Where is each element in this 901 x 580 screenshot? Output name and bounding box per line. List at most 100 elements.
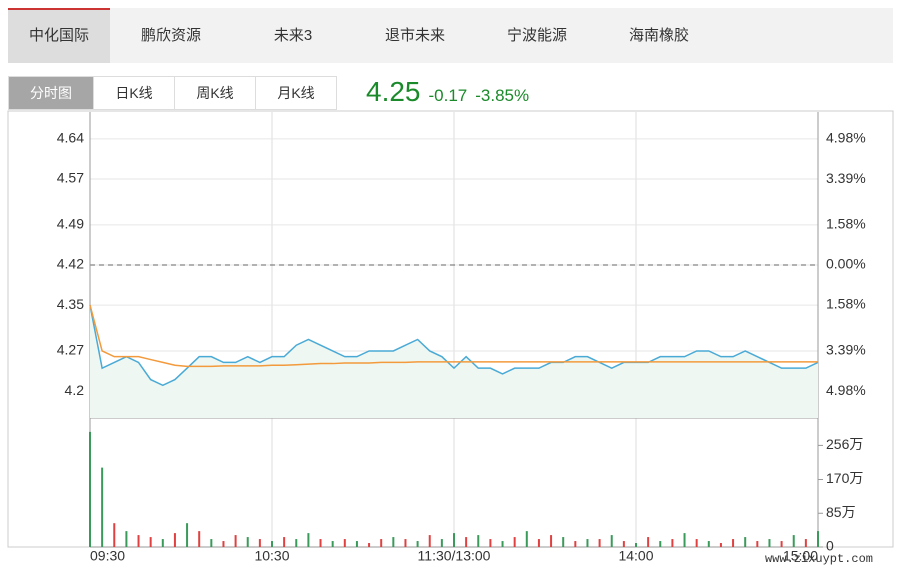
volume-bar (598, 539, 601, 547)
chart-tab[interactable]: 分时图 (8, 76, 94, 110)
volume-bar (307, 533, 310, 547)
volume-bar (804, 539, 807, 547)
volume-bar (343, 539, 346, 547)
volume-bar (610, 535, 613, 547)
volume-bar (149, 537, 152, 547)
y-tick-label: 4.35 (57, 296, 84, 312)
volume-bar (707, 541, 710, 547)
volume-bar (295, 539, 298, 547)
volume-tick-label: 256万 (826, 436, 863, 452)
volume-bar (647, 537, 650, 547)
volume-bar (101, 467, 104, 547)
volume-bar (137, 535, 140, 547)
volume-bar (513, 537, 516, 547)
volume-bar (271, 541, 273, 547)
volume-bar (768, 539, 771, 547)
stock-tab[interactable]: 未来3 (273, 27, 313, 44)
y2-tick-label: 0.00% (826, 256, 866, 272)
volume-bar (501, 541, 504, 547)
volume-bar (817, 531, 819, 547)
percent: -3.85% (475, 86, 530, 105)
stock-tabs: 中化国际 鹏欣资源 未来3 退市未来 宁波能源 海南橡胶 (8, 8, 893, 63)
y-tick-label: 4.57 (57, 170, 84, 186)
volume-bar (234, 535, 237, 547)
volume-bar (537, 539, 540, 547)
volume-bar (489, 539, 492, 547)
change: -0.17 (428, 86, 468, 105)
volume-bar (331, 541, 334, 547)
y2-tick-label: 1.58% (826, 216, 866, 232)
volume-tick-label: 170万 (826, 470, 863, 486)
volume-bar (246, 537, 249, 547)
y-tick-label: 4.27 (57, 342, 84, 358)
volume-bar (198, 531, 201, 547)
volume-bar (380, 539, 383, 547)
volume-bar (428, 535, 431, 547)
volume-bar (416, 541, 419, 547)
chart-tab[interactable]: 月K线 (255, 76, 337, 110)
price-line (89, 304, 819, 387)
y-tick-label: 4.49 (57, 216, 84, 232)
volume-bar (562, 537, 565, 547)
volume-bar (392, 537, 395, 547)
y2-tick-label: 3.39% (826, 342, 866, 358)
volume-bar (695, 539, 698, 547)
volume-bar (525, 531, 528, 547)
volume-bar (368, 543, 371, 547)
y2-tick-label: 1.58% (826, 296, 866, 312)
y2-tick-label: 4.98% (826, 382, 866, 398)
quote: 4.25 -0.17 -3.85% (366, 76, 529, 108)
volume-bar (319, 539, 322, 547)
y2-tick-label: 3.39% (826, 170, 866, 186)
volume-bar (574, 541, 577, 547)
volume-bar (125, 531, 128, 547)
x-tick-label: 11:30/13:00 (418, 548, 491, 564)
volume-bar (744, 537, 747, 547)
average-line (89, 304, 818, 368)
chart-tabs: 分时图 日K线 周K线 月K线 (8, 76, 337, 110)
y-tick-label: 4.64 (57, 130, 84, 146)
volume-bar (404, 539, 407, 547)
volume-bar (586, 539, 589, 547)
volume-bar (719, 543, 722, 547)
volume-bar (683, 533, 686, 547)
volume-bar (222, 541, 225, 547)
volume-bar (283, 537, 286, 547)
volume-bar (89, 431, 91, 547)
x-tick-label: 14:00 (618, 548, 653, 564)
stock-tab[interactable]: 鹏欣资源 (140, 27, 201, 44)
stock-tab[interactable]: 宁波能源 (506, 27, 567, 44)
price: 4.25 (366, 76, 421, 107)
volume-bar (792, 535, 795, 547)
y-tick-label: 4.42 (57, 256, 84, 272)
stock-tab[interactable]: 海南橡胶 (628, 27, 689, 44)
frame (7, 110, 894, 548)
volume-bar (173, 533, 176, 547)
stock-tab[interactable]: 中化国际 (8, 8, 110, 63)
volume-bar (659, 541, 662, 547)
watermark: www.zixuypt.com (765, 552, 873, 566)
volume-bar (465, 537, 468, 547)
stock-tab[interactable]: 退市未来 (384, 27, 445, 44)
volume-bar (550, 535, 553, 547)
volume-bar (477, 535, 480, 547)
volume-bar (440, 539, 443, 547)
volume-bar (113, 523, 116, 547)
volume-bar (671, 539, 674, 547)
volume-bar (635, 543, 637, 547)
volume-bar (756, 541, 759, 547)
volume-tick-label: 85万 (826, 504, 856, 520)
volume-bar (355, 541, 358, 547)
y-tick-label: 4.2 (65, 382, 85, 398)
volume-bar (210, 539, 213, 547)
price-area (90, 305, 818, 418)
volume-bar (780, 541, 783, 547)
x-tick-label: 15:00 (783, 548, 818, 564)
x-tick-label: 10:30 (254, 548, 289, 564)
volume-bar (258, 539, 261, 547)
x-tick-label: 09:30 (90, 548, 125, 564)
volume-bar (186, 523, 189, 547)
volume-bar (622, 541, 625, 547)
